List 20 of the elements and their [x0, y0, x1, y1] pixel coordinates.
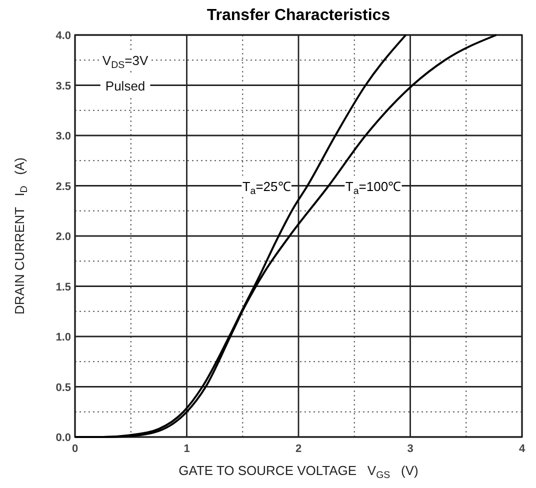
y-tick-label: 0.5: [56, 382, 71, 394]
y-tick-label: 1.0: [56, 332, 71, 344]
y-tick-label: 3.0: [56, 130, 71, 142]
y-tick-label: 2.5: [56, 180, 71, 193]
y-tick-label: 2.0: [56, 231, 71, 243]
annotation: Pulsed: [105, 78, 146, 94]
series-label: T$_{a}$=100℃: [345, 178, 402, 197]
x-axis-title: GATE TO SOURCE VOLTAGE V$_{GS}$ (V): [178, 463, 418, 481]
y-tick-label: 0.0: [56, 432, 71, 444]
x-tick-label: 4: [518, 443, 526, 455]
x-tick-label: 3: [407, 443, 414, 455]
annotation: V$_{DS}$=3V: [102, 53, 148, 72]
series-label: T$_{a}$=25℃: [242, 178, 291, 197]
x-tick-label: 0: [72, 443, 78, 455]
y-tick-label: 4.0: [56, 30, 71, 42]
chart-title: Transfer Characteristics: [206, 7, 390, 24]
x-tick-label: 2: [295, 443, 302, 455]
y-tick-label: 1.5: [56, 281, 71, 294]
y-tick-label: 3.5: [56, 80, 71, 92]
x-tick-label: 1: [184, 443, 190, 455]
